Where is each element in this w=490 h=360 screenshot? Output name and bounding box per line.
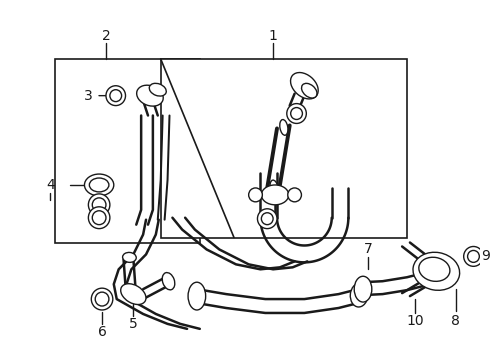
Text: 1: 1 [269, 29, 277, 43]
Ellipse shape [280, 120, 288, 135]
Circle shape [92, 198, 106, 212]
Ellipse shape [149, 83, 166, 96]
Text: 4: 4 [46, 178, 54, 192]
Ellipse shape [261, 185, 289, 205]
Ellipse shape [291, 72, 318, 99]
Circle shape [248, 188, 262, 202]
Ellipse shape [354, 276, 372, 302]
Circle shape [88, 207, 110, 229]
Text: 7: 7 [364, 242, 372, 256]
Circle shape [288, 188, 301, 202]
Text: 3: 3 [84, 89, 93, 103]
Ellipse shape [301, 84, 317, 98]
Circle shape [95, 292, 109, 306]
Ellipse shape [89, 178, 109, 192]
Ellipse shape [350, 283, 368, 307]
Circle shape [467, 251, 479, 262]
Text: 10: 10 [406, 314, 424, 328]
Ellipse shape [137, 85, 163, 106]
Circle shape [106, 86, 125, 105]
Text: 6: 6 [98, 325, 106, 339]
Circle shape [257, 209, 277, 229]
Circle shape [91, 288, 113, 310]
Circle shape [261, 213, 273, 225]
Ellipse shape [122, 252, 136, 262]
Polygon shape [161, 59, 407, 238]
Ellipse shape [270, 180, 278, 196]
Circle shape [287, 104, 306, 123]
Text: 8: 8 [451, 314, 460, 328]
Text: 5: 5 [129, 317, 138, 331]
Ellipse shape [413, 252, 460, 290]
Text: 2: 2 [101, 29, 110, 43]
Circle shape [464, 247, 483, 266]
Ellipse shape [121, 284, 146, 305]
Bar [55, 59, 200, 243]
Ellipse shape [188, 282, 206, 310]
Circle shape [110, 90, 122, 102]
Circle shape [92, 211, 106, 225]
Circle shape [88, 194, 110, 216]
Ellipse shape [84, 174, 114, 196]
Ellipse shape [419, 257, 450, 282]
Circle shape [291, 108, 302, 120]
Ellipse shape [162, 273, 175, 290]
Text: 9: 9 [481, 249, 490, 264]
